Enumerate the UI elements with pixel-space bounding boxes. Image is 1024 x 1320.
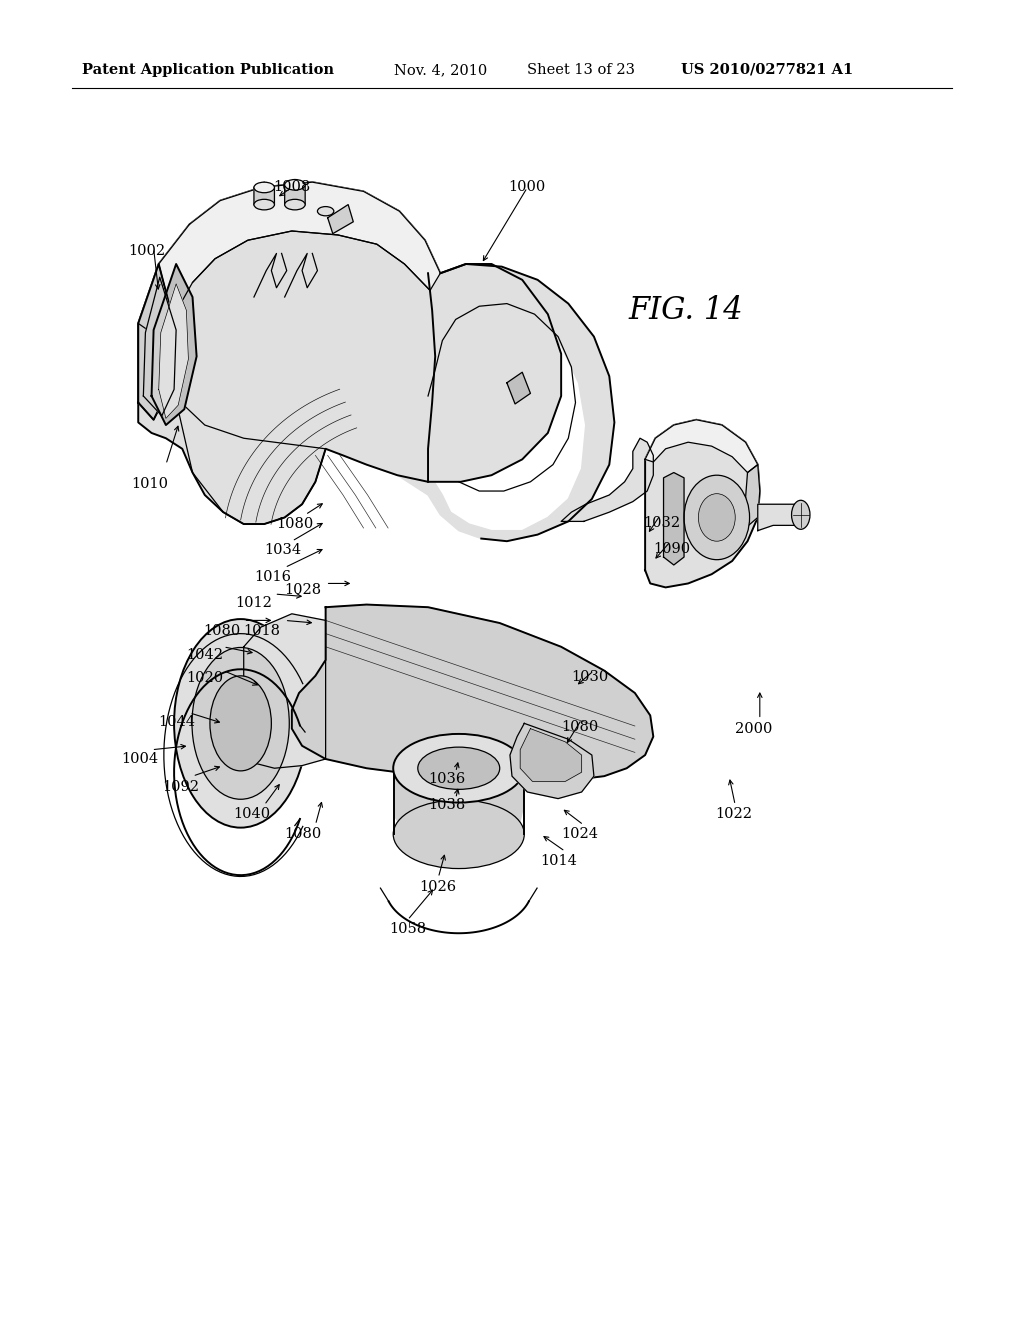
Ellipse shape xyxy=(792,500,810,529)
Polygon shape xyxy=(143,277,176,416)
Text: 1032: 1032 xyxy=(643,516,680,529)
Polygon shape xyxy=(292,605,653,781)
Polygon shape xyxy=(159,182,440,323)
Ellipse shape xyxy=(254,199,274,210)
Text: 1022: 1022 xyxy=(715,808,752,821)
Polygon shape xyxy=(328,205,353,234)
Polygon shape xyxy=(394,706,524,851)
Polygon shape xyxy=(254,182,274,205)
Polygon shape xyxy=(645,420,760,587)
Text: 1030: 1030 xyxy=(571,671,608,684)
Ellipse shape xyxy=(254,182,274,193)
Circle shape xyxy=(698,494,735,541)
Polygon shape xyxy=(315,264,614,541)
Ellipse shape xyxy=(285,199,305,210)
Text: 2000: 2000 xyxy=(735,722,772,735)
Text: 1080: 1080 xyxy=(561,721,598,734)
Text: 1018: 1018 xyxy=(244,624,281,638)
Circle shape xyxy=(684,475,750,560)
Polygon shape xyxy=(520,729,582,781)
Text: 1028: 1028 xyxy=(285,583,322,597)
Text: US 2010/0277821 A1: US 2010/0277821 A1 xyxy=(681,63,853,77)
Polygon shape xyxy=(159,284,188,418)
Polygon shape xyxy=(745,465,760,528)
Polygon shape xyxy=(664,473,684,565)
Ellipse shape xyxy=(393,734,524,803)
Text: 1004: 1004 xyxy=(121,752,158,766)
Ellipse shape xyxy=(174,619,307,828)
Polygon shape xyxy=(238,614,326,768)
Text: 1040: 1040 xyxy=(233,808,270,821)
Text: 1016: 1016 xyxy=(254,570,291,583)
Polygon shape xyxy=(507,372,530,404)
Text: 1042: 1042 xyxy=(186,648,223,661)
Text: 1090: 1090 xyxy=(653,543,690,556)
Text: Patent Application Publication: Patent Application Publication xyxy=(82,63,334,77)
Text: 1080: 1080 xyxy=(285,828,322,841)
Text: 1002: 1002 xyxy=(128,244,165,257)
Ellipse shape xyxy=(193,648,289,799)
Text: 1044: 1044 xyxy=(159,715,196,729)
Text: 1080: 1080 xyxy=(203,624,240,638)
Polygon shape xyxy=(138,182,561,524)
Polygon shape xyxy=(152,264,197,425)
Text: 1080: 1080 xyxy=(276,517,313,531)
Polygon shape xyxy=(561,438,653,521)
Text: 1020: 1020 xyxy=(186,672,223,685)
Text: 1012: 1012 xyxy=(236,597,272,610)
Text: 1008: 1008 xyxy=(273,181,310,194)
Ellipse shape xyxy=(317,206,334,215)
Text: FIG. 14: FIG. 14 xyxy=(629,294,743,326)
Text: 1036: 1036 xyxy=(428,772,465,785)
Ellipse shape xyxy=(393,800,524,869)
Ellipse shape xyxy=(210,676,271,771)
Text: 1034: 1034 xyxy=(264,544,301,557)
Polygon shape xyxy=(645,420,758,473)
Polygon shape xyxy=(285,180,305,205)
Ellipse shape xyxy=(418,747,500,789)
Text: 1038: 1038 xyxy=(428,799,465,812)
Text: 1024: 1024 xyxy=(561,828,598,841)
Text: 1000: 1000 xyxy=(509,181,546,194)
Text: Nov. 4, 2010: Nov. 4, 2010 xyxy=(394,63,487,77)
Text: 1058: 1058 xyxy=(389,923,426,936)
Text: Sheet 13 of 23: Sheet 13 of 23 xyxy=(527,63,635,77)
Polygon shape xyxy=(138,323,326,524)
Text: 1026: 1026 xyxy=(420,880,457,894)
Text: 1092: 1092 xyxy=(162,780,199,793)
Ellipse shape xyxy=(285,180,305,190)
Polygon shape xyxy=(758,504,801,531)
Polygon shape xyxy=(510,723,594,799)
Text: 1014: 1014 xyxy=(541,854,578,867)
Text: 1010: 1010 xyxy=(131,478,168,491)
Polygon shape xyxy=(138,264,174,420)
